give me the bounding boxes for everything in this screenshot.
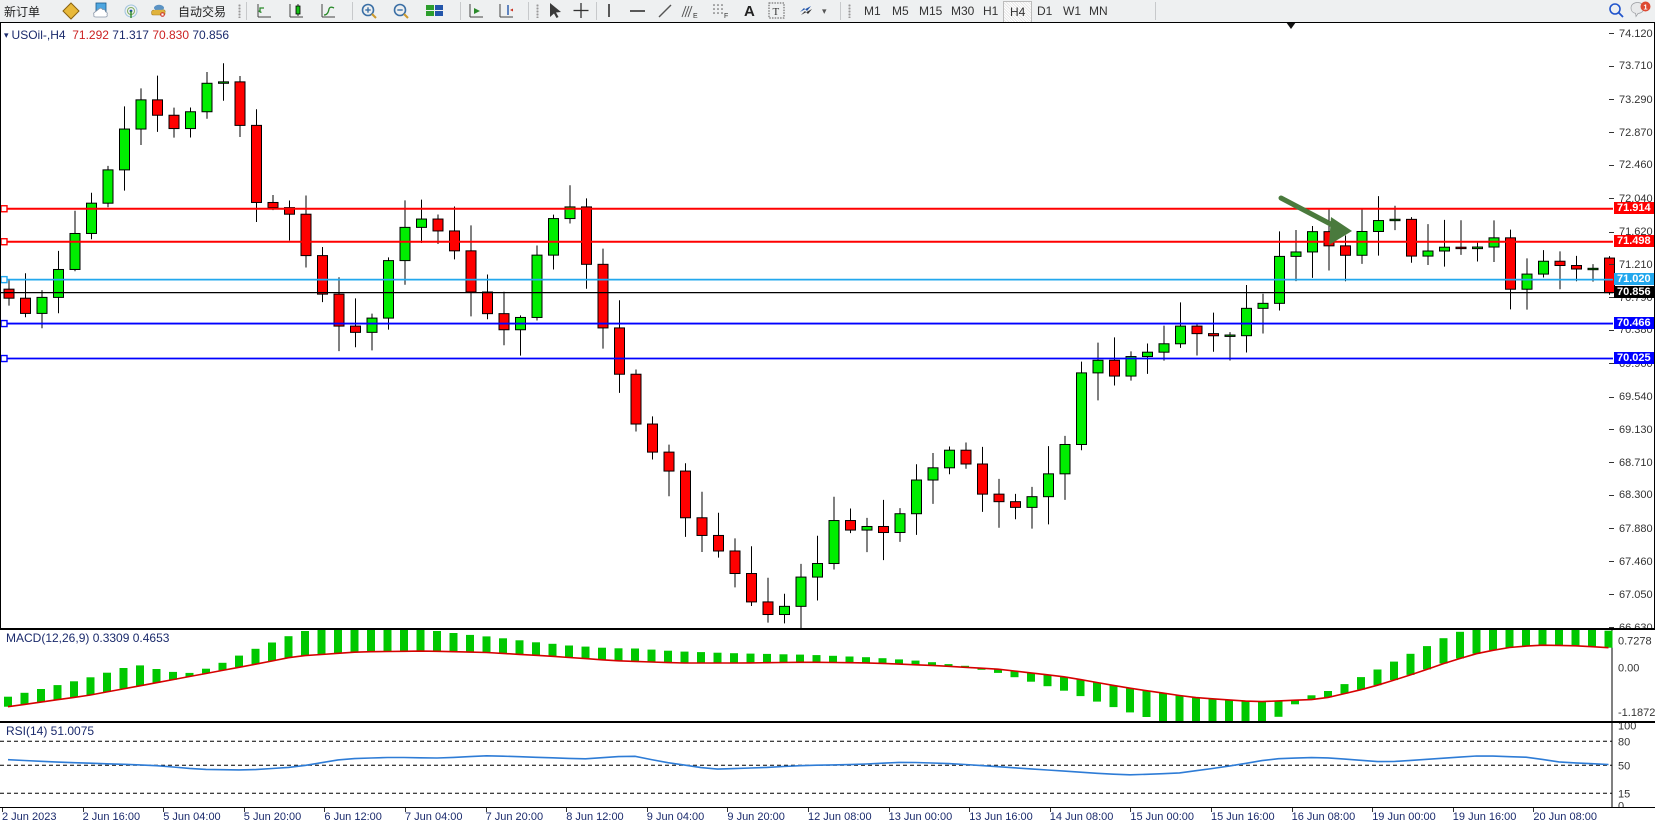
svg-text:T: T [773, 6, 780, 18]
svg-text:MACD(12,26,9) 0.3309 0.4653: MACD(12,26,9) 0.3309 0.4653 [6, 631, 170, 645]
svg-text:100: 100 [1618, 723, 1636, 732]
svg-text:E: E [693, 13, 698, 20]
svg-text:1: 1 [1643, 2, 1647, 11]
svg-text:0.00: 0.00 [1618, 663, 1639, 675]
svg-text:50: 50 [1618, 760, 1630, 772]
svg-text:-1.1872: -1.1872 [1618, 707, 1655, 719]
svg-text:0.7278: 0.7278 [1618, 635, 1652, 647]
svg-text:F: F [724, 13, 728, 20]
svg-text:RSI(14) 51.0075: RSI(14) 51.0075 [6, 724, 94, 738]
svg-text:15: 15 [1618, 788, 1630, 800]
svg-text:0: 0 [1618, 800, 1624, 808]
svg-text:80: 80 [1618, 736, 1630, 748]
